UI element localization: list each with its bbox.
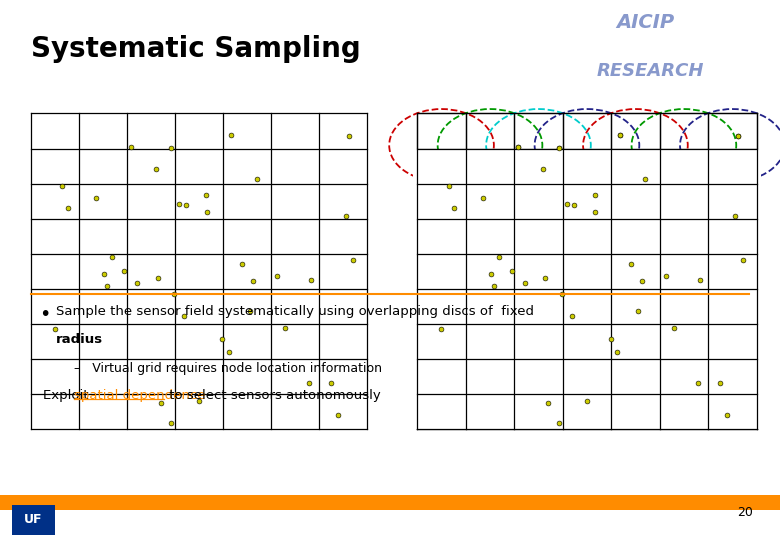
- Bar: [0, 495, 780, 510]
- Text: –   Virtual grid requires node location information: – Virtual grid requires node location in…: [74, 362, 382, 375]
- Text: to select sensors autonomously: to select sensors autonomously: [165, 389, 381, 402]
- Text: Exploit: Exploit: [43, 389, 93, 402]
- Text: Systematic Sampling: Systematic Sampling: [31, 35, 361, 63]
- Text: AICIP: AICIP: [616, 14, 675, 32]
- Text: 20: 20: [737, 507, 753, 519]
- Text: spatial dependence: spatial dependence: [74, 389, 206, 402]
- Text: •: •: [39, 305, 51, 324]
- Text: Sample the sensor field systematically using overlapping discs of  fixed: Sample the sensor field systematically u…: [56, 305, 534, 318]
- Text: radius: radius: [56, 333, 103, 346]
- Text: UF: UF: [24, 513, 42, 526]
- Text: RESEARCH: RESEARCH: [597, 62, 704, 80]
- Bar: [12, 505, 55, 535]
- Bar: [413, 148, 760, 429]
